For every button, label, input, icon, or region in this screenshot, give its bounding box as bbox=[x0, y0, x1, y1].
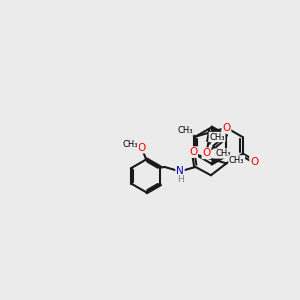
Text: CH₃: CH₃ bbox=[215, 149, 231, 158]
Text: CH₃: CH₃ bbox=[177, 126, 193, 135]
Text: H: H bbox=[177, 175, 183, 184]
Text: O: O bbox=[250, 157, 258, 166]
Text: O: O bbox=[202, 148, 211, 158]
Text: O: O bbox=[137, 142, 146, 153]
Text: CH₃: CH₃ bbox=[123, 140, 138, 148]
Text: N: N bbox=[176, 167, 184, 176]
Text: O: O bbox=[189, 147, 197, 157]
Text: CH₃: CH₃ bbox=[209, 133, 225, 142]
Text: O: O bbox=[222, 123, 230, 133]
Text: CH₃: CH₃ bbox=[229, 156, 244, 165]
